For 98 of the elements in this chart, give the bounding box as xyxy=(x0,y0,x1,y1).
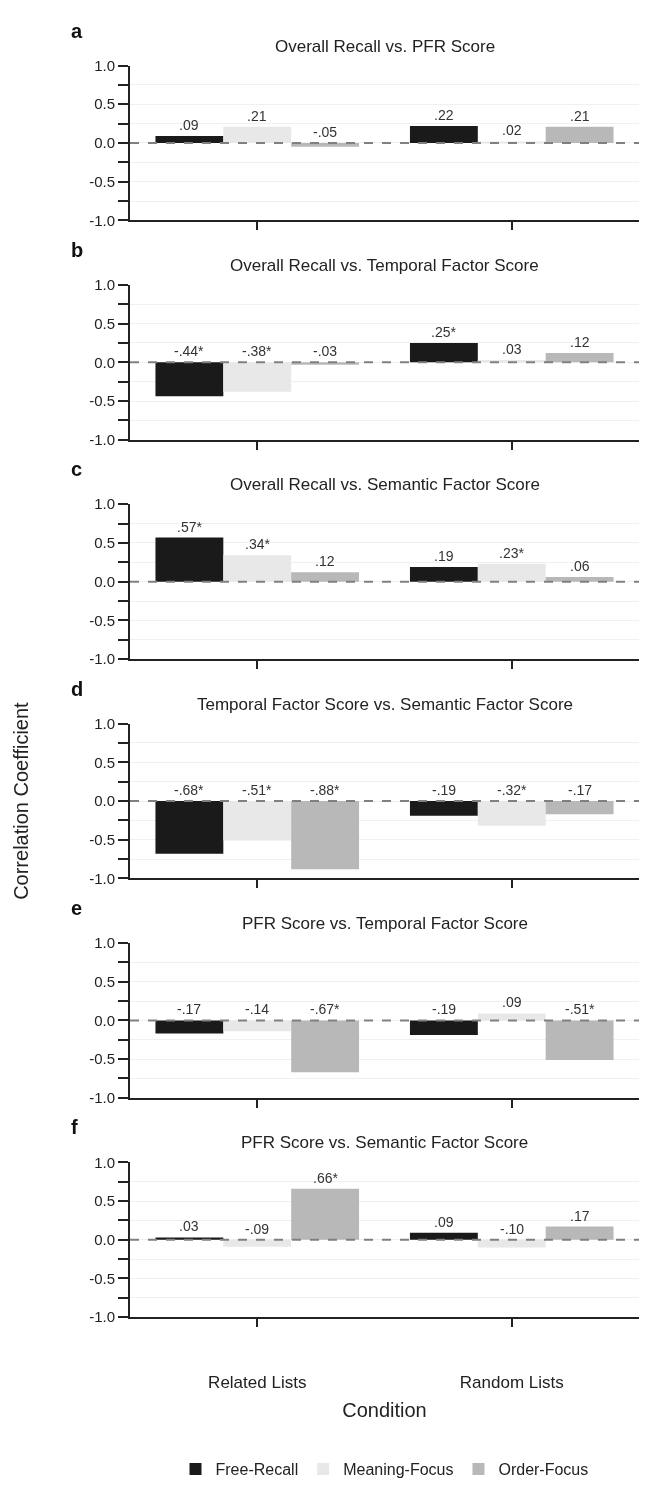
bar xyxy=(155,362,224,397)
data-label: .34* xyxy=(245,536,271,552)
y-tick-label: -0.5 xyxy=(89,611,115,629)
y-tick-label: 0.5 xyxy=(94,534,115,552)
y-tick-label: 0.5 xyxy=(94,314,115,332)
chart-title: Overall Recall vs. Temporal Factor Score xyxy=(230,256,539,275)
legend-label: Order-Focus xyxy=(498,1461,589,1479)
bar xyxy=(545,577,614,582)
y-tick-label: -1.0 xyxy=(89,869,115,887)
chart-title: Overall Recall vs. PFR Score xyxy=(275,37,496,56)
data-label: .12 xyxy=(315,553,335,569)
bar xyxy=(409,566,478,582)
data-label: -.67* xyxy=(310,1001,341,1017)
bar xyxy=(155,537,224,582)
data-label: .22 xyxy=(434,107,454,123)
y-tick-label: 1.0 xyxy=(94,56,115,74)
data-label: -.17 xyxy=(177,1001,202,1017)
bar xyxy=(409,125,478,143)
data-label: -.17 xyxy=(568,782,593,798)
x-tick-label: Related Lists xyxy=(208,1372,307,1392)
y-tick-label: -1.0 xyxy=(89,1089,115,1107)
data-label: .02 xyxy=(502,122,522,138)
y-tick-label: 0.0 xyxy=(94,792,115,810)
y-tick-label: -1.0 xyxy=(89,430,115,448)
data-label: -.38* xyxy=(242,343,273,359)
y-tick-label: -0.5 xyxy=(89,1050,115,1068)
data-label: .09 xyxy=(502,994,522,1010)
bar xyxy=(155,135,224,143)
y-tick-label: 1.0 xyxy=(94,934,115,952)
text: f xyxy=(71,1116,78,1138)
data-label: .03 xyxy=(179,1218,199,1234)
bar xyxy=(291,572,360,582)
bar xyxy=(545,353,614,363)
text: b xyxy=(71,239,84,261)
chart-title: Temporal Factor Score vs. Semantic Factor Score xyxy=(197,695,574,714)
data-label: -.19 xyxy=(432,782,457,798)
data-label: -.10 xyxy=(500,1221,525,1237)
text: c xyxy=(71,458,83,480)
y-tick-label: 1.0 xyxy=(94,495,115,513)
bar xyxy=(291,1188,360,1240)
text: a xyxy=(71,20,83,42)
y-tick-label: 1.0 xyxy=(94,714,115,732)
data-label: -.14 xyxy=(245,1001,270,1017)
data-label: .06 xyxy=(570,558,590,574)
bar xyxy=(409,1232,478,1240)
legend-label: Meaning-Focus xyxy=(343,1461,454,1479)
chart-title: PFR Score vs. Semantic Factor Score xyxy=(241,1133,529,1152)
data-label: -.19 xyxy=(432,1001,457,1017)
y-tick-label: -0.5 xyxy=(89,830,115,848)
data-label: -.05 xyxy=(313,124,338,140)
data-label: -.32* xyxy=(497,782,528,798)
data-label: .66* xyxy=(313,1170,339,1186)
data-label: -.44* xyxy=(174,343,205,359)
x-axis-title: Condition xyxy=(342,1398,427,1421)
y-tick-label: -0.5 xyxy=(89,1269,115,1287)
data-label: .09 xyxy=(179,117,199,133)
y-axis-title: Correlation Coefficient xyxy=(9,701,32,900)
y-tick-label: 0.0 xyxy=(94,1011,115,1029)
y-tick-label: -1.0 xyxy=(89,211,115,229)
data-label: -.09 xyxy=(245,1221,270,1237)
legend-label: Free-Recall xyxy=(215,1461,299,1479)
y-tick-label: -0.5 xyxy=(89,392,115,410)
y-tick-label: 0.5 xyxy=(94,1192,115,1210)
y-tick-label: 0.0 xyxy=(94,134,115,152)
data-label: .57* xyxy=(177,519,203,535)
bar xyxy=(545,1226,614,1240)
y-tick-label: 0.0 xyxy=(94,1231,115,1248)
bar xyxy=(409,342,478,363)
data-label: .09 xyxy=(434,1214,454,1230)
bar xyxy=(545,126,614,143)
x-tick-label: Random Lists xyxy=(459,1372,564,1392)
data-label: .19 xyxy=(434,548,454,564)
data-label: -.51* xyxy=(242,782,273,798)
data-label: -.51* xyxy=(565,1001,596,1017)
data-label: .03 xyxy=(502,341,522,357)
y-tick-label: 0.0 xyxy=(94,572,115,590)
y-tick-label: 1.0 xyxy=(94,1153,115,1171)
text: d xyxy=(71,678,84,700)
data-label: -.88* xyxy=(310,782,341,798)
y-tick-label: 0.5 xyxy=(94,95,115,113)
y-tick-label: 1.0 xyxy=(94,276,115,294)
chart-title: Overall Recall vs. Semantic Factor Score xyxy=(230,475,540,494)
text: e xyxy=(71,897,83,919)
chart-title: PFR Score vs. Temporal Factor Score xyxy=(242,914,528,933)
y-tick-label: 0.5 xyxy=(94,972,115,990)
data-label: .12 xyxy=(570,334,590,350)
data-label: -.68* xyxy=(174,782,205,798)
data-label: -.03 xyxy=(313,343,338,359)
data-label: .21 xyxy=(570,108,590,124)
data-label: .25* xyxy=(431,324,457,340)
data-label: .21 xyxy=(247,108,267,124)
data-label: .17 xyxy=(570,1208,590,1224)
y-tick-label: -0.5 xyxy=(89,172,115,190)
y-tick-label: 0.5 xyxy=(94,753,115,771)
y-tick-label: -1.0 xyxy=(89,1308,115,1326)
y-tick-label: 0.0 xyxy=(94,353,115,371)
data-label: .23* xyxy=(499,545,525,561)
y-tick-label: -1.0 xyxy=(89,650,115,668)
